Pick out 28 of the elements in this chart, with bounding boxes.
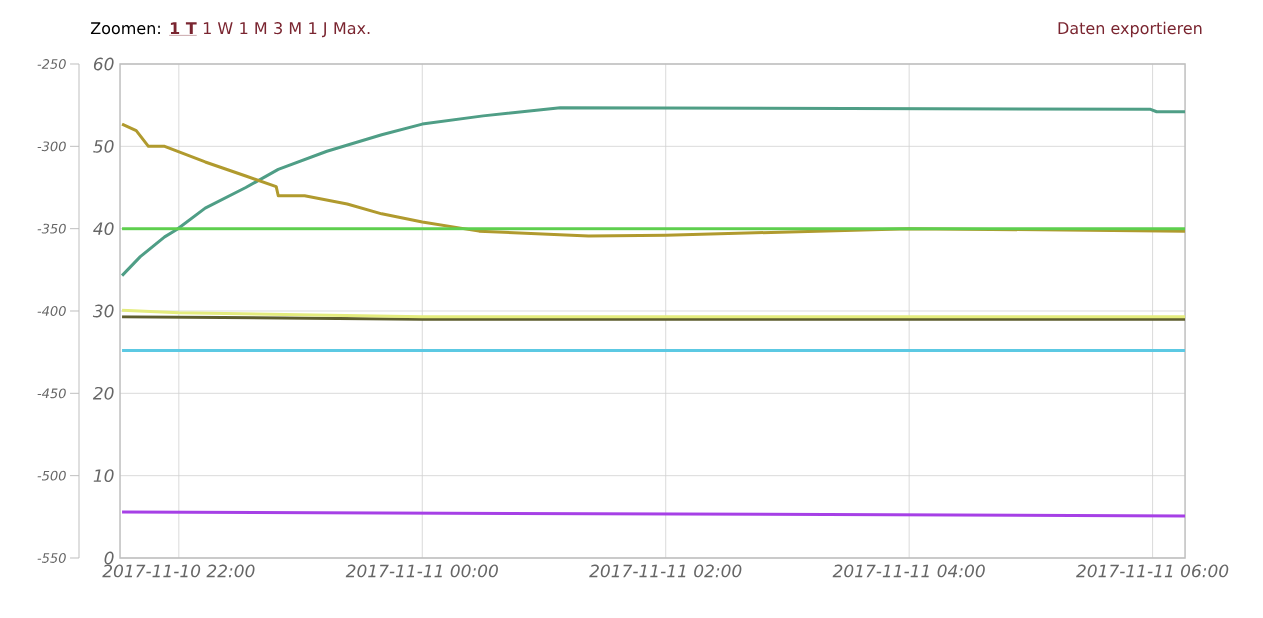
y2-tick-label: -300 (37, 141, 66, 152)
line-series (120, 106, 1186, 278)
text: Max. (334, 22, 370, 35)
text: Daten exportieren (1058, 21, 1202, 38)
x-tick-label: 2017-11-10 22:00 (102, 564, 255, 578)
text: 1 T (170, 22, 197, 34)
text: 1 W (203, 22, 233, 34)
x-tick-label: 2017-11-11 06:00 (1076, 564, 1229, 578)
y-tick-label: 40 (93, 222, 114, 236)
y2-tick-label: -400 (37, 306, 66, 316)
y2-tick-label: -450 (37, 388, 66, 399)
y-tick-label: 10 (93, 469, 114, 483)
y-tick-label: 0 (104, 551, 114, 565)
y2-tick-label: -500 (37, 470, 66, 481)
text: Zoomen: (90, 22, 160, 35)
y2-tick-label: -350 (37, 223, 66, 234)
x-tick-label: 2017-11-11 00:00 (345, 564, 498, 578)
text: 1 J (309, 22, 326, 38)
y2-tick-label: -550 (37, 553, 66, 563)
text: 1 M (240, 22, 267, 34)
y-tick-label: 30 (92, 304, 114, 318)
y2-tick-label: -250 (37, 59, 66, 69)
y-tick-label: 20 (92, 386, 114, 400)
text: 3 M (274, 22, 301, 35)
x-tick-label: 2017-11-11 02:00 (589, 564, 742, 578)
y-tick-label: 50 (93, 139, 114, 153)
x-tick-label: 2017-11-11 04:00 (832, 564, 985, 578)
y-tick-label: 60 (93, 57, 114, 71)
